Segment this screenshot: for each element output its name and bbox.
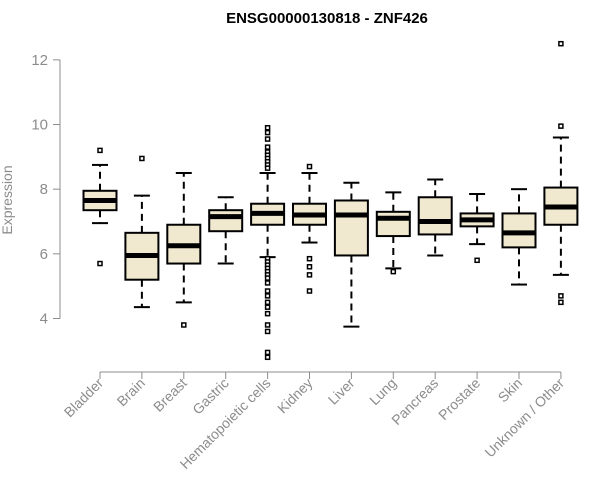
outlier-point	[264, 354, 271, 361]
outlier-point	[390, 268, 397, 275]
outlier-point	[264, 293, 271, 299]
outlier-point	[264, 125, 271, 131]
outlier-point	[306, 272, 313, 278]
outlier-point	[97, 147, 103, 154]
outlier-point	[264, 299, 271, 306]
outlier-point	[474, 257, 480, 264]
iqr-box	[208, 209, 244, 233]
outlier-point	[558, 299, 564, 306]
iqr-box	[375, 210, 411, 238]
x-tick-label: Liver	[325, 375, 358, 408]
x-tick-label: Unknown / Other	[481, 375, 567, 461]
outlier-point	[181, 322, 187, 328]
box-3	[166, 172, 202, 328]
box-4	[208, 196, 244, 265]
y-tick-label: 10	[31, 117, 48, 134]
y-axis-label: Expression	[0, 165, 15, 234]
outlier-point	[97, 260, 103, 267]
box-8	[375, 191, 411, 275]
y-tick-label: 12	[31, 52, 48, 69]
x-tick-label: Bladder	[61, 375, 107, 421]
box-series	[82, 40, 579, 361]
x-tick-label: Lung	[366, 375, 399, 408]
iqr-box	[417, 196, 453, 236]
box-5	[250, 125, 286, 361]
box-2	[124, 155, 160, 309]
x-tick-label: Breast	[150, 375, 190, 415]
outlier-point	[264, 328, 271, 335]
box-1	[82, 147, 118, 267]
outlier-point	[264, 304, 271, 310]
box-9	[417, 178, 453, 257]
y-tick-label: 6	[40, 246, 48, 263]
outlier-point	[264, 136, 271, 142]
iqr-box	[333, 199, 369, 257]
outlier-point	[139, 155, 145, 162]
outlier-point	[306, 163, 313, 170]
outlier-point	[264, 144, 271, 150]
outlier-point	[306, 264, 313, 270]
y-tick-label: 4	[40, 311, 48, 328]
x-tick-label: Kidney	[274, 375, 316, 417]
y-axis: 4 6 8 10 12	[31, 52, 61, 328]
outlier-point	[558, 293, 564, 299]
outlier-point	[306, 255, 313, 262]
outlier-point	[264, 288, 271, 294]
chart-title: ENSG00000130818 - ZNF426	[226, 10, 428, 27]
outlier-point	[264, 275, 271, 281]
outlier-point	[264, 322, 271, 328]
x-tick-label: Skin	[495, 375, 526, 406]
outlier-point	[264, 349, 271, 356]
box-12	[543, 40, 579, 306]
box-6	[292, 163, 327, 294]
box-10	[459, 193, 495, 264]
x-tick-label: Pancreas	[388, 375, 441, 428]
outlier-point	[264, 280, 271, 286]
y-tick-label: 8	[40, 181, 48, 198]
box-7	[333, 181, 369, 328]
outlier-point	[558, 40, 564, 47]
outlier-point	[264, 310, 271, 317]
outlier-point	[558, 123, 564, 129]
outlier-point	[306, 288, 313, 294]
outlier-point	[264, 165, 271, 171]
x-tick-label: Brain	[114, 375, 148, 409]
x-tick-label: Prostate	[435, 375, 483, 423]
box-11	[501, 188, 537, 286]
outlier-point	[264, 129, 271, 136]
